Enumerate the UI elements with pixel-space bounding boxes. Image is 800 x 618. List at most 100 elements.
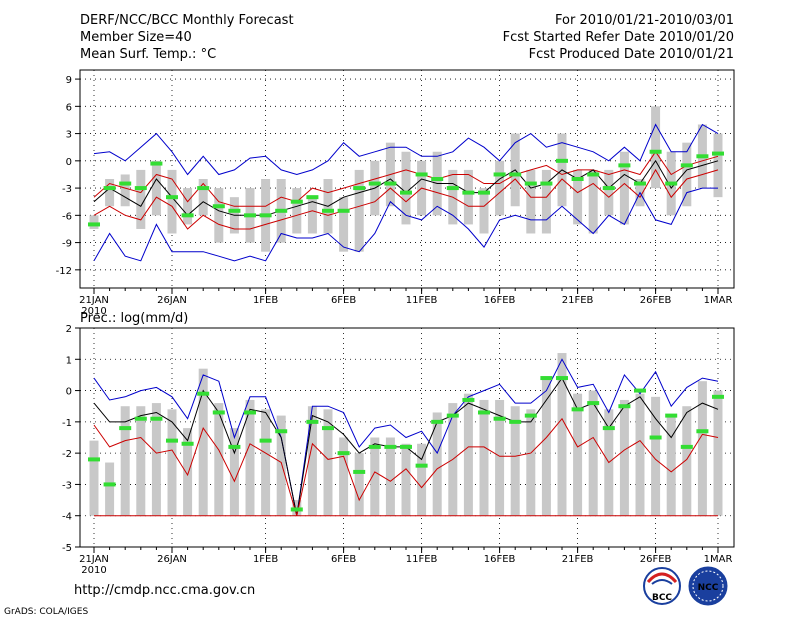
grads-credit: GrADS: COLA/IGES	[4, 607, 88, 617]
precip-ytick-label: -2	[62, 449, 72, 460]
precip-spread-box	[588, 390, 598, 516]
temp-spread-box	[307, 197, 317, 234]
temperature-frame	[79, 69, 735, 289]
precip-spread-boxes	[89, 353, 723, 516]
variable-label: Mean Surf. Temp.: °C	[80, 47, 216, 62]
temp-marker	[446, 186, 459, 191]
precip-y-axis: 2 1 0 -1 -2 -3 -4 -5	[62, 324, 80, 554]
temp-spread-box	[713, 133, 723, 198]
bcc-logo-text: BCC	[652, 593, 672, 603]
temp-marker	[680, 163, 693, 168]
temp-ytick-label: 6	[66, 102, 72, 113]
precip-marker	[306, 419, 319, 424]
temp-spread-box	[495, 160, 505, 216]
precip-xtick-label: 11FEB	[406, 554, 438, 565]
precip-marker	[680, 444, 693, 449]
precip-spread-box	[120, 406, 130, 516]
temp-spread-box	[588, 169, 598, 234]
precip-spread-box	[261, 409, 271, 516]
temp-ytick-label: -12	[56, 266, 72, 277]
precip-marker	[509, 419, 522, 424]
precip-marker	[431, 419, 444, 424]
precip-marker	[150, 416, 163, 421]
precip-marker	[166, 438, 178, 443]
temp-spread-box	[604, 169, 614, 216]
temp-marker	[150, 161, 163, 166]
precip-marker	[103, 482, 116, 487]
precip-xtick-label: 21JAN	[79, 554, 109, 565]
temp-marker	[665, 181, 678, 186]
temp-marker	[88, 222, 100, 227]
precip-x-axis: 21JAN 26JAN 1FEB 6FEB 11FEB 16FEB 21FEB 26FEB 1M…	[79, 547, 732, 576]
temp-marker	[306, 195, 319, 200]
temp-ytick-label: 3	[66, 130, 72, 141]
temp-spread-box	[151, 160, 161, 216]
precip-marker	[665, 413, 678, 418]
temp-marker	[134, 186, 147, 191]
precip-spread-box	[495, 399, 505, 516]
precip-ytick-label: 0	[66, 387, 72, 398]
precip-marker	[524, 413, 537, 418]
temp-marker	[353, 186, 366, 191]
precip-marker	[197, 391, 210, 396]
precip-spread-box	[276, 415, 286, 516]
temp-ytick-label: -9	[62, 239, 72, 250]
temp-marker	[368, 181, 381, 186]
precip-ytick-label: -1	[62, 418, 72, 429]
precip-ytick-label: -3	[62, 480, 72, 491]
precip-spread-box	[136, 406, 146, 516]
temperature-spread-boxes	[89, 106, 723, 252]
temp-marker	[509, 172, 522, 177]
temp-xtick-label: 1MAR	[704, 295, 733, 306]
temp-xtick-label: 26FEB	[640, 295, 672, 306]
temp-spread-box	[682, 142, 692, 207]
precip-ytick-label: 2	[66, 324, 72, 335]
temp-marker	[478, 190, 490, 195]
precip-marker	[446, 413, 459, 418]
precip-spread-box	[651, 396, 661, 516]
precip-year-label: 2010	[81, 565, 106, 576]
temp-ytick-label: -6	[62, 211, 72, 222]
temp-xtick-label: 6FEB	[331, 295, 356, 306]
source-url: http://cmdp.ncc.cma.gov.cn	[74, 583, 255, 598]
member-size: Member Size=40	[80, 30, 192, 45]
precip-marker	[493, 416, 506, 421]
precip-marker	[275, 429, 288, 434]
temp-marker	[649, 149, 662, 154]
temp-xtick-label: 21FEB	[562, 295, 594, 306]
precip-xtick-label: 6FEB	[331, 554, 356, 565]
precip-marker	[259, 438, 272, 443]
temp-year-label: 2010	[81, 306, 106, 317]
precip-xtick-label: 26FEB	[640, 554, 672, 565]
produced-date: Fcst Produced Date 2010/01/21	[529, 47, 734, 62]
temp-xtick-label: 11FEB	[406, 295, 438, 306]
temp-spread-box	[292, 188, 302, 234]
temperature-markers	[88, 149, 724, 227]
precip-spread-box	[526, 409, 536, 516]
temp-xtick-label: 16FEB	[484, 295, 516, 306]
temp-spread-box	[136, 169, 146, 229]
temp-spread-box	[183, 188, 193, 225]
temp-spread-box	[354, 169, 364, 252]
temp-marker	[228, 208, 241, 213]
temp-spread-box	[479, 188, 489, 234]
temp-marker	[712, 151, 724, 156]
temp-marker	[275, 208, 288, 213]
temp-spread-box	[541, 169, 551, 234]
forecast-period: For 2010/01/21-2010/03/01	[555, 13, 734, 28]
temp-marker	[166, 195, 178, 200]
precip-spread-box	[557, 353, 567, 516]
precip-spread-box	[323, 409, 333, 516]
precip-spread-box	[229, 428, 239, 516]
precip-spread-box	[183, 428, 193, 516]
precip-marker	[322, 426, 334, 431]
temp-marker	[431, 177, 444, 181]
temp-marker	[415, 172, 428, 177]
precip-spread-box	[479, 399, 489, 516]
precip-spread-box	[385, 437, 395, 516]
ncc-logo-text: NCC	[698, 583, 719, 593]
precip-ytick-label: -4	[62, 512, 72, 523]
temp-ytick-label: 9	[66, 75, 72, 86]
precip-marker	[478, 410, 490, 415]
